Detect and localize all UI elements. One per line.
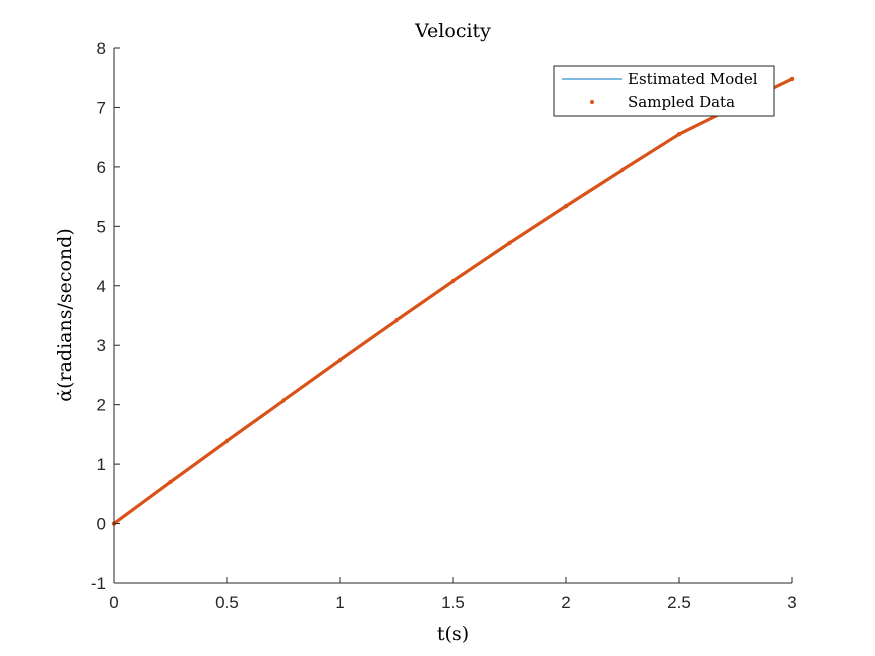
x-tick-label: 0 <box>109 593 118 612</box>
y-tick-label: 6 <box>97 158 106 177</box>
sampled-data-point <box>789 76 795 82</box>
series-layer <box>111 76 795 526</box>
y-tick-label: 1 <box>97 455 106 474</box>
y-tick-label: 3 <box>97 336 106 355</box>
y-tick-label: 8 <box>97 39 106 58</box>
y-tick-label: 7 <box>97 98 106 117</box>
x-tick-label: 1 <box>335 593 344 612</box>
plot-area <box>114 48 792 583</box>
chart-title: Velocity <box>414 20 491 42</box>
legend-label-estimated-model: Estimated Model <box>628 70 758 88</box>
sampled-data-point <box>394 318 399 323</box>
sampled-data-point <box>620 167 625 173</box>
sampled-data-point <box>450 278 456 284</box>
x-tick-label: 1.5 <box>441 593 465 612</box>
x-tick-label: 0.5 <box>215 593 239 612</box>
y-tick-label: 5 <box>97 217 106 236</box>
y-axis-label: α̇(radians/second) <box>54 228 76 402</box>
x-tick-label: 2.5 <box>667 593 691 612</box>
sampled-data-point <box>507 240 512 246</box>
y-tick-label: 0 <box>97 515 106 534</box>
y-tick-label: 4 <box>97 277 106 296</box>
sampled-data-point <box>281 398 286 403</box>
sampled-data-point <box>563 203 569 209</box>
y-tick-label: 2 <box>97 396 106 415</box>
x-axis-label: t(s) <box>437 623 469 645</box>
x-tick-label: 3 <box>787 593 796 612</box>
sampled-data-point <box>168 479 173 485</box>
legend-label-sampled-data: Sampled Data <box>628 93 735 111</box>
sampled-data-point <box>224 438 230 444</box>
legend: Estimated Model Sampled Data <box>553 65 775 117</box>
sampled-data-point <box>337 357 343 363</box>
x-tick-label: 2 <box>561 593 570 612</box>
sampled-data-point <box>676 131 682 137</box>
legend-box <box>553 65 775 117</box>
legend-marker-swatch <box>590 100 594 104</box>
y-tick-label: -1 <box>91 574 106 593</box>
